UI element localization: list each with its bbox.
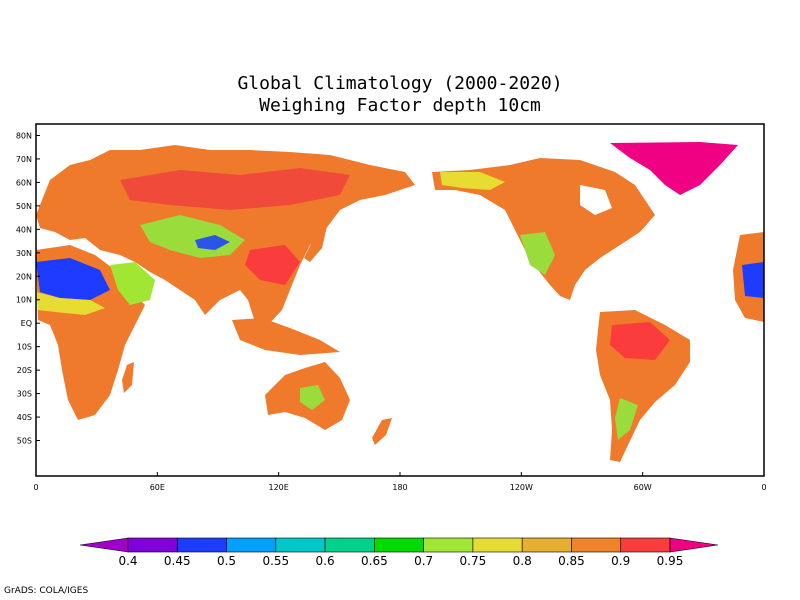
colorbar-box: [176, 537, 227, 553]
colorbar-label: 0.9: [611, 554, 630, 568]
lon-label: 180: [392, 483, 407, 492]
patagonia-green: [615, 398, 638, 440]
colorbar-label: 0.95: [657, 554, 684, 568]
colorbar-label: 0.85: [558, 554, 585, 568]
colorbar-box: [226, 537, 277, 553]
lat-label: 10N: [16, 296, 32, 305]
tibet-blue: [195, 235, 230, 250]
lat-label: 80N: [16, 131, 32, 140]
colorbar-label: 0.45: [164, 554, 191, 568]
lon-label: 0: [761, 483, 766, 492]
colorbar-box: [472, 537, 523, 553]
colorbar-label: 0.55: [262, 554, 289, 568]
colorbar-box: [374, 537, 424, 553]
colorbar-box: [620, 537, 671, 553]
greenland: [610, 142, 738, 195]
colorbar-label: 0.65: [361, 554, 388, 568]
colorbar-label: 0.4: [118, 554, 137, 568]
west-africa-wrap-blue: [742, 262, 764, 298]
latitude-axis: 80N 70N 60N 50N 40N 30N 20N 10N EQ 10S 20S 30S 40S 50…: [16, 131, 40, 446]
colorbar-label: 0.7: [414, 554, 433, 568]
map-title-line1: Global Climatology (2000-2020): [237, 73, 563, 94]
hudson-bay-white: [580, 185, 612, 215]
japan-islands: [304, 215, 328, 262]
colorbar-box: [324, 537, 375, 553]
lat-label: 50S: [17, 437, 32, 446]
colorbar-box: [521, 537, 572, 553]
australia-green: [300, 385, 325, 410]
colorbar-box: [127, 537, 178, 553]
amazon-red: [610, 322, 670, 360]
colorbar-label: 0.5: [217, 554, 236, 568]
lat-label: EQ: [21, 319, 32, 328]
lat-label: 40N: [16, 225, 32, 234]
lon-label: 60W: [634, 483, 652, 492]
lat-label: 60N: [16, 178, 32, 187]
colorbar: 0.4 0.45 0.5 0.55 0.6 0.65 0.7 0.75 0.8 0.85 0.9 0.…: [79, 537, 719, 568]
sahara-blue: [36, 258, 110, 300]
arabia-landmass: [110, 262, 155, 305]
map-title-line2: Weighing Factor depth 10cm: [259, 95, 541, 116]
colorbar-box: [571, 537, 622, 553]
lat-label: 30N: [16, 249, 32, 258]
siberia-redpatch: [120, 168, 350, 210]
madagascar: [122, 362, 134, 393]
lat-label: 50N: [16, 202, 32, 211]
colorbar-box: [423, 537, 474, 553]
lon-label: 60E: [150, 483, 165, 492]
lat-label: 70N: [16, 155, 32, 164]
sahara-yellow: [36, 292, 105, 315]
colorbar-arrow-low: [79, 537, 129, 553]
land-layer: [36, 142, 764, 462]
lat-label: 30S: [17, 390, 32, 399]
lon-label: 120W: [510, 483, 533, 492]
indonesia-islands: [232, 318, 340, 355]
footer-credit: GrADS: COLA/IGES: [4, 586, 89, 596]
colorbar-arrow-high: [669, 537, 719, 553]
new-zealand: [372, 418, 392, 445]
lat-label: 40S: [17, 413, 32, 422]
colorbar-box: [275, 537, 326, 553]
us-west-green: [520, 232, 555, 275]
lat-label: 20S: [17, 366, 32, 375]
longitude-axis: 0 60E 120E 180 120W 60W 0: [33, 472, 767, 492]
colorbar-label: 0.8: [513, 554, 532, 568]
china-red: [245, 245, 300, 285]
north-america-yellow: [440, 172, 505, 190]
lat-label: 20N: [16, 272, 32, 281]
lon-label: 0: [33, 483, 38, 492]
colorbar-label: 0.6: [316, 554, 335, 568]
lon-label: 120E: [269, 483, 289, 492]
lat-label: 10S: [17, 343, 32, 352]
colorbar-label: 0.75: [460, 554, 487, 568]
